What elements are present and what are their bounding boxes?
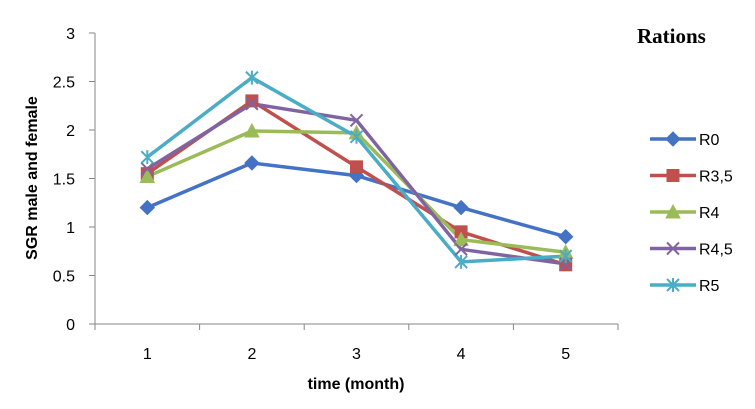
x-tick-label: 3 xyxy=(352,346,361,363)
triangle-marker xyxy=(244,122,260,138)
plot-area: 0 0.5 1 1.5 2 2.5 3 1 2 3 4 5 xyxy=(53,26,619,363)
legend-item-r5: R5 xyxy=(650,278,720,295)
x-marker xyxy=(245,97,259,111)
legend-item-r4-5: R4,5 xyxy=(650,242,733,259)
y-tick-label: 2.5 xyxy=(53,75,75,92)
legend-item-r0: R0 xyxy=(650,131,720,149)
legend-label: R4 xyxy=(699,205,720,222)
x-marker xyxy=(666,241,680,256)
legend-title: Rations xyxy=(637,24,706,48)
square-marker xyxy=(245,94,259,108)
x-axis-title: time (month) xyxy=(308,376,405,393)
asterisk-marker xyxy=(245,70,259,85)
y-tick-label: 0 xyxy=(66,317,75,334)
y-tick-label: 1 xyxy=(66,220,75,237)
diamond-marker xyxy=(244,155,260,171)
diamond-marker xyxy=(665,131,681,147)
legend-item-r3-5: R3,5 xyxy=(650,169,733,186)
asterisk-marker xyxy=(558,249,573,264)
x-marker xyxy=(349,113,364,128)
y-tick-label: 3 xyxy=(66,26,75,43)
x-tick-label: 4 xyxy=(457,346,466,363)
x-marker xyxy=(454,242,468,257)
legend: Rations R0 R3,5 R4 R4,5 R5 xyxy=(637,24,733,295)
x-tick-label: 5 xyxy=(561,346,570,363)
asterisk-marker xyxy=(140,150,155,165)
asterisk-marker xyxy=(349,129,364,144)
x-tick-label: 1 xyxy=(143,346,152,363)
asterisk-marker xyxy=(454,254,468,269)
diamond-marker xyxy=(139,199,156,216)
square-marker xyxy=(350,160,363,174)
square-marker xyxy=(666,169,680,182)
x-marker xyxy=(140,162,155,176)
triangle-marker xyxy=(453,231,469,247)
legend-label: R5 xyxy=(699,278,720,295)
y-tick-label: 0.5 xyxy=(53,269,75,286)
legend-item-r4: R4 xyxy=(650,203,720,222)
legend-label: R4,5 xyxy=(699,242,733,259)
triangle-marker xyxy=(139,168,156,184)
y-tick-label: 2 xyxy=(66,123,75,140)
series-line-r4 xyxy=(146,129,566,254)
y-axis-title: SGR male and female xyxy=(24,96,41,260)
y-tick-label: 1.5 xyxy=(53,172,75,189)
legend-label: R0 xyxy=(699,132,720,149)
diamond-marker xyxy=(453,199,469,216)
legend-label: R3,5 xyxy=(699,169,733,186)
diamond-marker xyxy=(557,228,574,245)
triangle-marker xyxy=(665,203,681,219)
asterisk-marker xyxy=(666,278,680,292)
x-tick-label: 2 xyxy=(247,346,256,363)
